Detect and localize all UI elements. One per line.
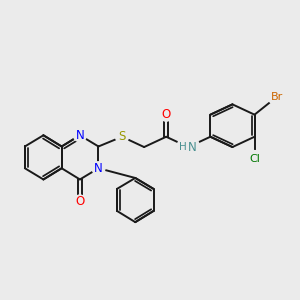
Text: Br: Br xyxy=(271,92,283,102)
Circle shape xyxy=(246,151,263,167)
Text: N: N xyxy=(76,129,84,142)
Text: O: O xyxy=(75,195,85,208)
Text: S: S xyxy=(118,130,126,143)
Circle shape xyxy=(74,129,86,142)
Circle shape xyxy=(74,195,86,208)
Text: H: H xyxy=(179,142,187,152)
Text: Cl: Cl xyxy=(249,154,260,164)
Circle shape xyxy=(92,162,105,175)
Circle shape xyxy=(116,130,128,143)
Text: N: N xyxy=(188,141,197,154)
Text: N: N xyxy=(94,162,103,175)
Text: O: O xyxy=(162,108,171,121)
Circle shape xyxy=(268,89,285,105)
Circle shape xyxy=(177,136,200,158)
Circle shape xyxy=(160,108,173,121)
